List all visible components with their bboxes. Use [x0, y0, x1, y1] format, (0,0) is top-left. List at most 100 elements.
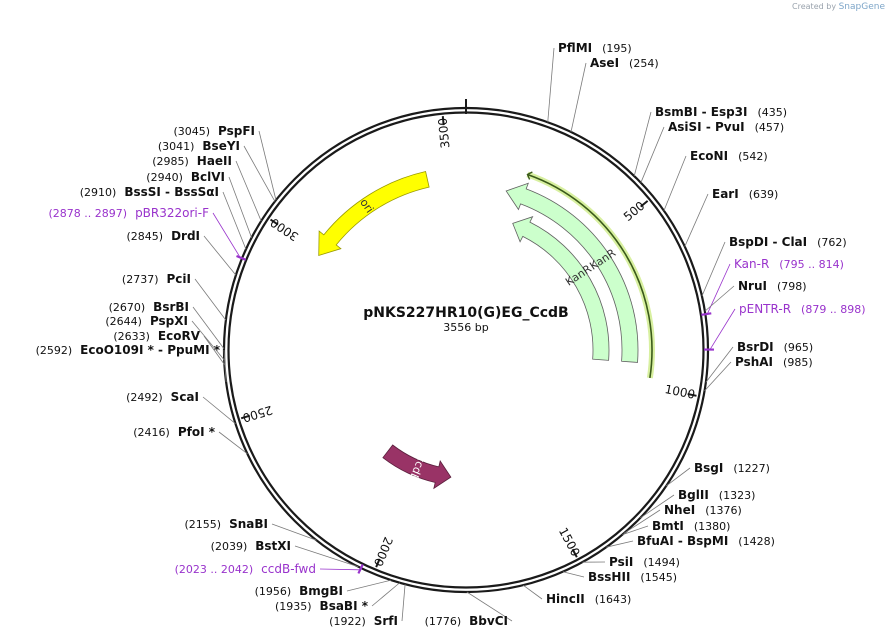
site-line-hincii-19 [522, 584, 543, 600]
site-label-pflmi: PflMI (195) [558, 41, 632, 55]
site-label-snabi: (2155) SnaBI [185, 517, 268, 531]
site-name: BsrDI [737, 340, 774, 354]
site-label-bfuai-bspmi: BfuAI - BspMI (1428) [637, 534, 775, 548]
site-name: BspDI - ClaI [729, 235, 807, 249]
site-line-bstxi-5 [294, 545, 359, 568]
site-name: BmgBI [299, 584, 343, 598]
site-label-pshai: PshAI (985) [735, 355, 813, 369]
site-label-bsssi-bsss-i: (2910) BssSI - BssSαI [80, 185, 219, 199]
site-name: PspFI [218, 124, 255, 138]
site-name: EcoRV [158, 329, 201, 343]
tick-3000 [269, 218, 279, 226]
site-line-pbr322ori-f-15 [212, 212, 241, 258]
site-label-scai: (2492) ScaI [126, 390, 199, 404]
primer-mark-pbr322ori-f [236, 254, 247, 261]
site-position: (2910) [80, 186, 117, 199]
site-name: pBR322ori-F [135, 206, 209, 220]
tick-1500 [571, 548, 578, 558]
site-position: (2155) [185, 518, 222, 531]
site-name: HaeII [197, 154, 232, 168]
site-label-bsrbi: (2670) BsrBI [109, 300, 189, 314]
site-line-bbvci-0 [466, 591, 513, 622]
site-name: SrfI [374, 614, 398, 628]
site-label-hincii: HincII (1643) [546, 592, 631, 606]
site-name: NruI [738, 279, 767, 293]
site-position: (1643) [595, 593, 632, 606]
site-label-bstxi: (2039) BstXI [211, 539, 291, 553]
site-label-bmti: BmtI (1380) [652, 519, 730, 533]
site-name: EarI [712, 187, 739, 201]
site-label-bmgbi: (1956) BmgBI [255, 584, 343, 598]
site-line-bmgbi-3 [346, 579, 392, 592]
site-label-asei: AseI (254) [590, 56, 659, 70]
site-position: (1380) [694, 520, 731, 533]
site-label-bsrdi: BsrDI (965) [737, 340, 813, 354]
tick-500 [640, 200, 649, 208]
tick-2500 [240, 414, 251, 420]
feature-ori-arrow-2 [318, 171, 430, 257]
site-label-srfi: (1922) SrfI [329, 614, 398, 628]
site-name: SnaBI [229, 517, 268, 531]
site-line-bglii-13 [640, 494, 675, 519]
site-name: PciI [167, 272, 192, 286]
orf-line [527, 173, 653, 379]
site-line-asisi-pvui-3 [640, 126, 665, 183]
primer-label-pentr-r: pENTR-R (879 .. 898) [739, 302, 866, 316]
site-label-bseyi: (3041) BseYI [158, 139, 240, 153]
tick-label-1000: 1000 [664, 382, 697, 402]
tick-label-2500: 2500 [241, 403, 274, 425]
site-label-bbvci: (1776) BbvCI [425, 614, 508, 628]
site-line-pflmi-0 [547, 47, 555, 123]
primer-mark-ccdb-fwd [357, 563, 364, 574]
site-line-ecoo109i-ppumi-9 [223, 349, 227, 383]
site-name: BglII [678, 488, 709, 502]
site-line-haeii-18 [235, 160, 262, 222]
site-position: (254) [629, 57, 659, 70]
site-position: (3045) [173, 125, 210, 138]
site-line-ecorv-10 [203, 335, 225, 365]
site-position: (1323) [719, 489, 756, 502]
site-line-bsrdi-10 [705, 346, 734, 383]
site-name: PspXI [150, 314, 188, 328]
site-name: PfoI * [178, 425, 216, 439]
site-position: (2023 .. 2042) [175, 563, 254, 576]
site-position: (2492) [126, 391, 163, 404]
site-position: (1956) [255, 585, 292, 598]
site-position: (2737) [122, 273, 159, 286]
site-label-bspdi-clai: BspDI - ClaI (762) [729, 235, 847, 249]
site-name: BsaBI * [320, 599, 369, 613]
site-name: AseI [590, 56, 619, 70]
site-position: (2039) [211, 540, 248, 553]
tick-3500 [441, 116, 445, 126]
site-name: BsrBI [153, 300, 189, 314]
site-line-bfuai-bspmi-16 [606, 540, 634, 548]
site-name: DrdI [171, 229, 200, 243]
site-label-bclvi: (2940) BclVI [146, 170, 225, 184]
site-line-bsrbi-12 [192, 306, 225, 349]
tick-1000 [687, 393, 697, 397]
site-line-pspxi-11 [191, 320, 225, 361]
site-name: ScaI [171, 390, 199, 404]
site-position: (542) [738, 150, 768, 163]
site-line-srfi-1 [401, 584, 406, 622]
site-label-drdi: (2845) DrdI [126, 229, 200, 243]
site-name: BseYI [202, 139, 240, 153]
site-label-nrui: NruI (798) [738, 279, 807, 293]
site-position: (798) [777, 280, 807, 293]
credit-brand: SnapGene [838, 2, 885, 12]
site-position: (1922) [329, 615, 366, 628]
site-line-bseyi-19 [243, 145, 276, 202]
site-line-pfoi-7 [218, 431, 248, 455]
site-name: NheI [664, 503, 695, 517]
site-line-bspdi-clai-6 [701, 241, 726, 297]
orf-arrowhead [526, 171, 533, 180]
site-line-ccdb-fwd-4 [319, 568, 361, 571]
site-line-drdi-14 [203, 235, 237, 276]
site-position: (1545) [640, 571, 677, 584]
site-position: (2878 .. 2897) [49, 207, 128, 220]
site-line-bsmbi-esp3i-2 [633, 111, 652, 177]
site-line-bsssi-bsss-i-16 [222, 191, 247, 250]
site-line-pcii-13 [194, 278, 227, 321]
site-label-eari: EarI (639) [712, 187, 778, 201]
